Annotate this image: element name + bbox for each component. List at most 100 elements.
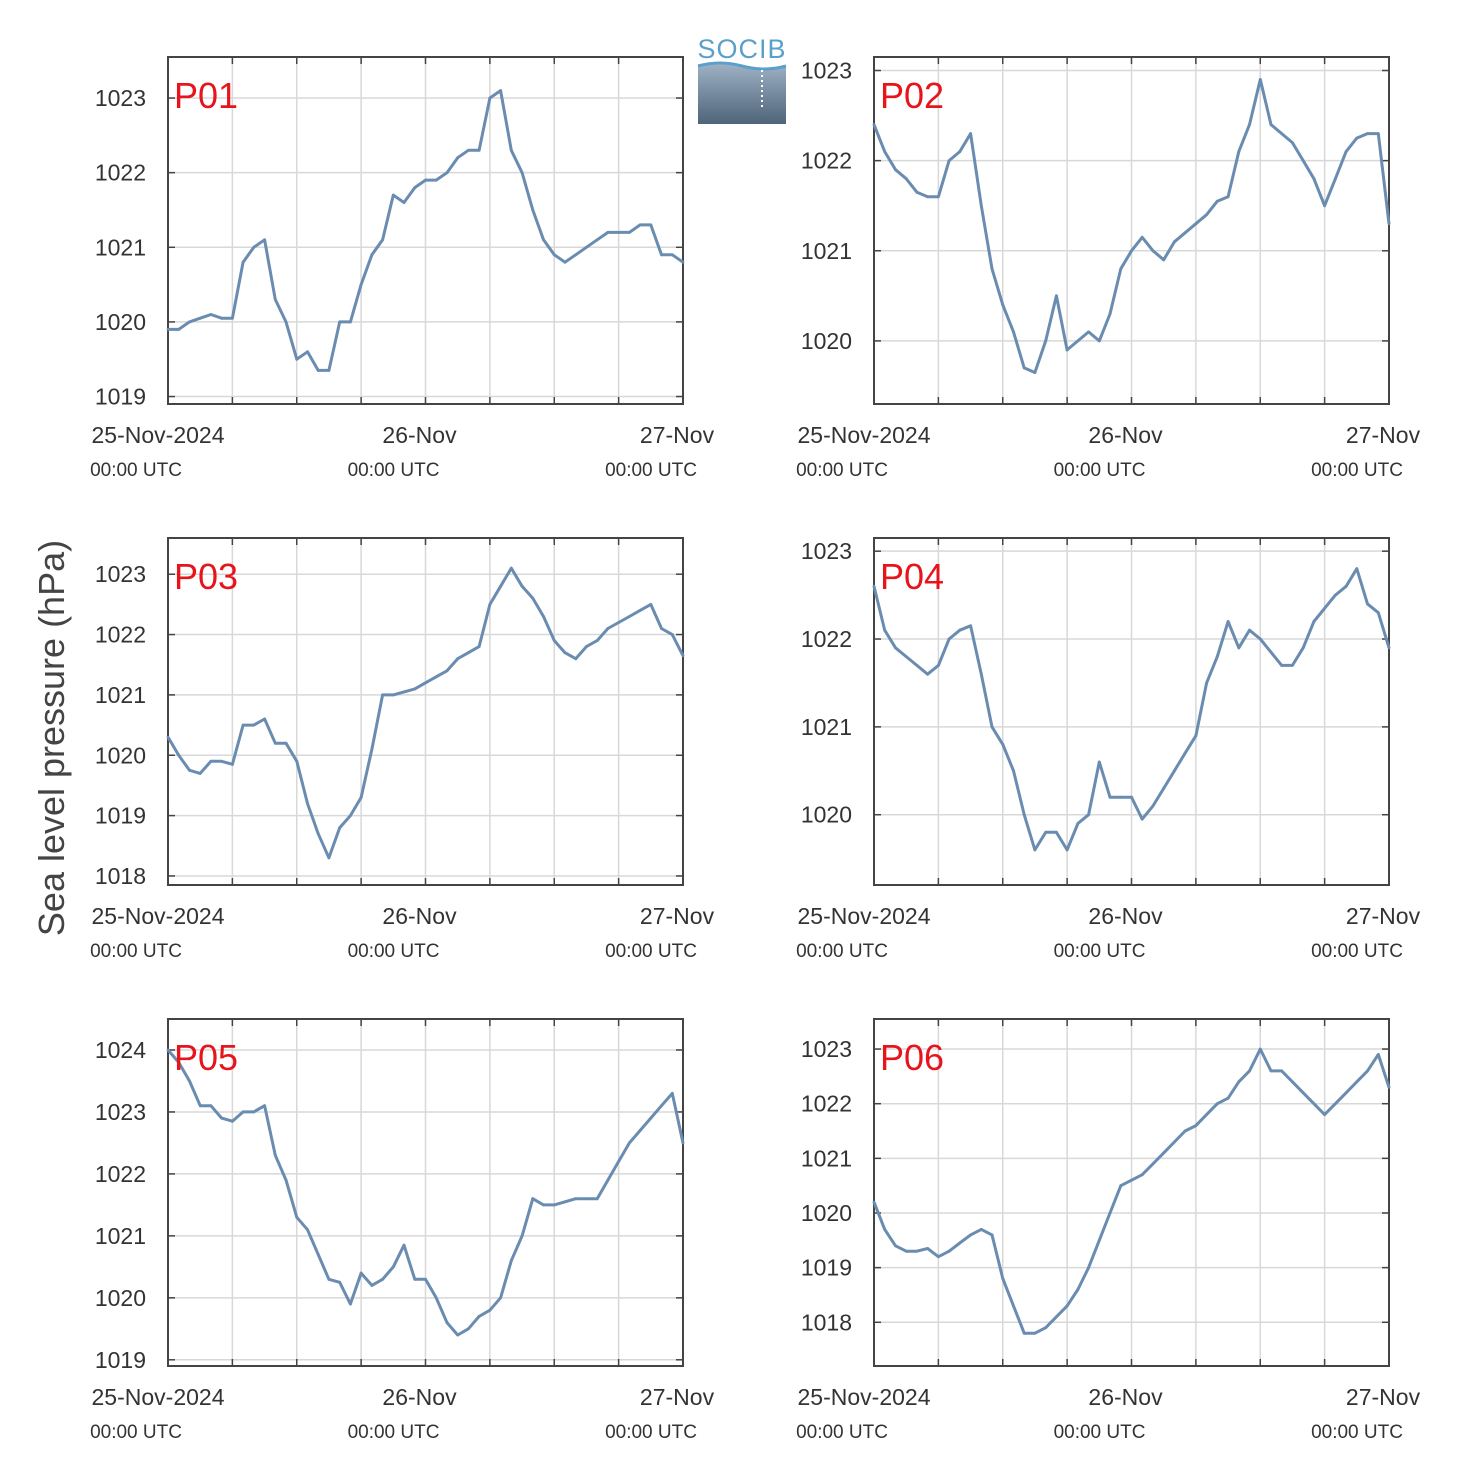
data-point — [926, 672, 929, 676]
data-point — [542, 1203, 545, 1207]
data-point — [894, 646, 897, 650]
data-point — [1087, 330, 1090, 334]
data-point — [595, 639, 599, 642]
data-point — [617, 621, 620, 624]
x-tick-sublabel: 00:00 UTC — [796, 1422, 888, 1443]
data-point — [359, 796, 363, 799]
data-point — [477, 1315, 481, 1318]
data-point — [542, 615, 545, 618]
data-point — [1194, 1124, 1198, 1127]
data-point — [402, 201, 406, 204]
data-point — [263, 717, 266, 721]
data-point — [628, 231, 631, 234]
data-point — [1376, 132, 1380, 136]
data-point — [1269, 650, 1273, 654]
data-point — [894, 1244, 897, 1248]
data-point — [1248, 123, 1251, 126]
data-point — [1226, 195, 1230, 199]
data-point — [327, 856, 331, 860]
data-point — [467, 651, 470, 655]
panel-p05: 1019 1020 1021 1022 1023 1024 25-Nov-2024 00:00… — [90, 1018, 715, 1443]
data-point — [1355, 136, 1359, 140]
panel-label: P03 — [174, 556, 238, 597]
data-point — [894, 168, 897, 172]
data-point — [1312, 177, 1316, 181]
data-point — [606, 231, 610, 234]
x-tick-label: 25-Nov-2024 — [92, 1384, 225, 1410]
data-point — [563, 1200, 567, 1204]
y-tick-label: 1022 — [95, 160, 146, 186]
x-tick-sublabel: 00:00 UTC — [796, 460, 888, 481]
data-point — [1366, 1069, 1369, 1073]
data-point — [531, 1197, 535, 1201]
data-point — [947, 637, 951, 641]
x-tick-label: 27-Nov — [1346, 903, 1421, 929]
socib-logo: SOCIB — [697, 34, 787, 124]
data-point — [1237, 150, 1241, 154]
data-point — [424, 681, 427, 685]
data-point — [1108, 312, 1112, 316]
y-tick-label: 1022 — [95, 1161, 146, 1187]
data-point — [1130, 1178, 1133, 1182]
data-point — [499, 1296, 502, 1300]
y-axis-label: Sea level pressure (hPa) — [31, 540, 72, 936]
data-point — [638, 1129, 642, 1132]
data-point — [915, 1249, 919, 1253]
data-point — [338, 826, 342, 830]
data-point — [595, 238, 599, 242]
data-point — [1387, 646, 1391, 650]
data-point — [370, 253, 374, 257]
y-tick-label: 1021 — [801, 238, 852, 264]
data-point — [295, 357, 299, 361]
data-point — [1301, 1091, 1305, 1095]
data-point — [563, 260, 567, 264]
data-point — [306, 802, 309, 805]
x-tick-sublabel: 00:00 UTC — [348, 1422, 440, 1443]
data-point — [1366, 602, 1369, 606]
panel-label: P04 — [880, 556, 944, 597]
data-point — [904, 1249, 908, 1253]
data-point — [979, 672, 983, 676]
data-point — [220, 1116, 224, 1120]
data-point — [1291, 141, 1294, 145]
data-point — [241, 260, 245, 264]
data-point — [969, 624, 972, 628]
data-point — [1130, 795, 1133, 799]
data-point — [1258, 78, 1262, 81]
x-tick-sublabel: 00:00 UTC — [348, 460, 440, 481]
data-point — [1012, 769, 1015, 773]
data-point — [1323, 204, 1326, 208]
data-point — [198, 772, 202, 775]
data-point — [979, 204, 983, 208]
data-point — [477, 148, 481, 152]
x-tick-sublabel: 00:00 UTC — [796, 941, 888, 962]
data-point — [1258, 1047, 1262, 1051]
x-tick-label: 27-Nov — [640, 1384, 715, 1410]
data-point — [1055, 1315, 1058, 1319]
data-point — [391, 1265, 395, 1269]
data-point — [306, 1228, 309, 1232]
y-tick-label: 1022 — [95, 622, 146, 648]
data-point — [1237, 1080, 1241, 1084]
panel-label: P02 — [880, 75, 944, 116]
data-point — [1033, 848, 1037, 852]
data-point — [445, 1321, 449, 1324]
y-tick-label: 1022 — [801, 626, 852, 652]
panel-p01: 1019 1020 1021 1022 1023 25-Nov-2024 00:00 UTC… — [90, 56, 715, 481]
data-point — [231, 1119, 234, 1123]
data-point — [177, 1061, 181, 1064]
data-point — [1022, 366, 1026, 370]
y-tick-label: 1021 — [801, 1145, 852, 1171]
data-point — [1215, 199, 1219, 203]
data-point — [188, 768, 191, 772]
data-point — [1334, 1102, 1337, 1106]
y-tick-label: 1019 — [801, 1255, 852, 1281]
data-point — [327, 369, 331, 372]
data-point — [1312, 620, 1316, 623]
x-tick-label: 27-Nov — [1346, 1384, 1421, 1410]
data-point — [509, 1259, 513, 1263]
panel-p04: 1020 1021 1022 1023 25-Nov-2024 00:00 UTC 26-N… — [796, 537, 1421, 962]
data-point — [1162, 258, 1166, 262]
data-point — [1001, 303, 1005, 307]
y-tick-label: 1022 — [801, 1091, 852, 1117]
